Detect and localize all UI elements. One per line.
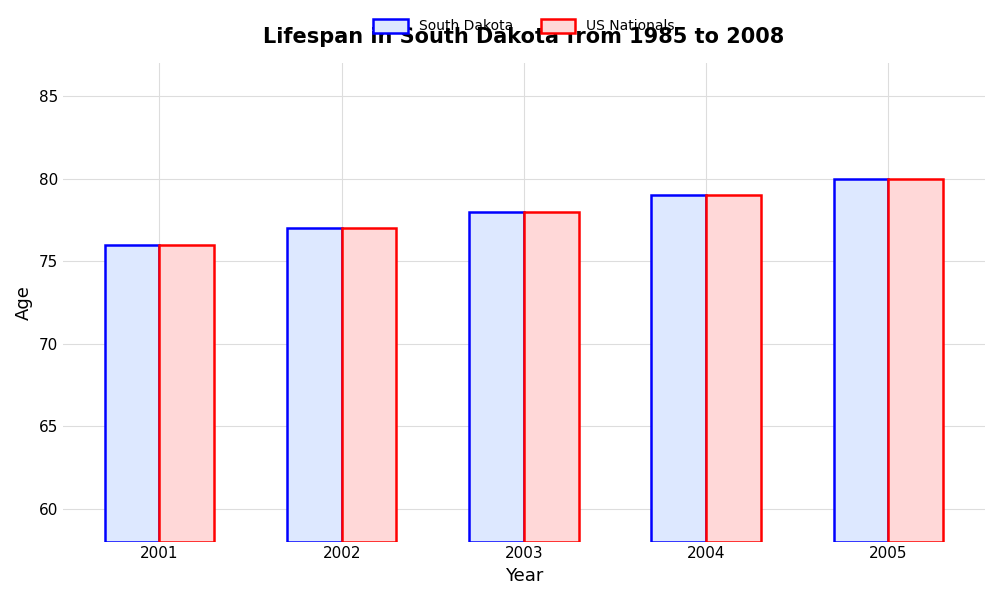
Bar xyxy=(888,179,943,542)
Bar xyxy=(159,245,214,542)
Legend: South Dakota, US Nationals: South Dakota, US Nationals xyxy=(367,13,681,39)
Bar xyxy=(834,179,888,542)
Bar xyxy=(651,196,706,542)
Title: Lifespan in South Dakota from 1985 to 2008: Lifespan in South Dakota from 1985 to 20… xyxy=(263,26,785,47)
X-axis label: Year: Year xyxy=(505,567,543,585)
Bar xyxy=(524,212,579,542)
Bar xyxy=(287,229,342,542)
Y-axis label: Age: Age xyxy=(15,285,33,320)
Bar xyxy=(105,245,159,542)
Bar xyxy=(706,196,761,542)
Bar xyxy=(469,212,524,542)
Bar xyxy=(342,229,396,542)
